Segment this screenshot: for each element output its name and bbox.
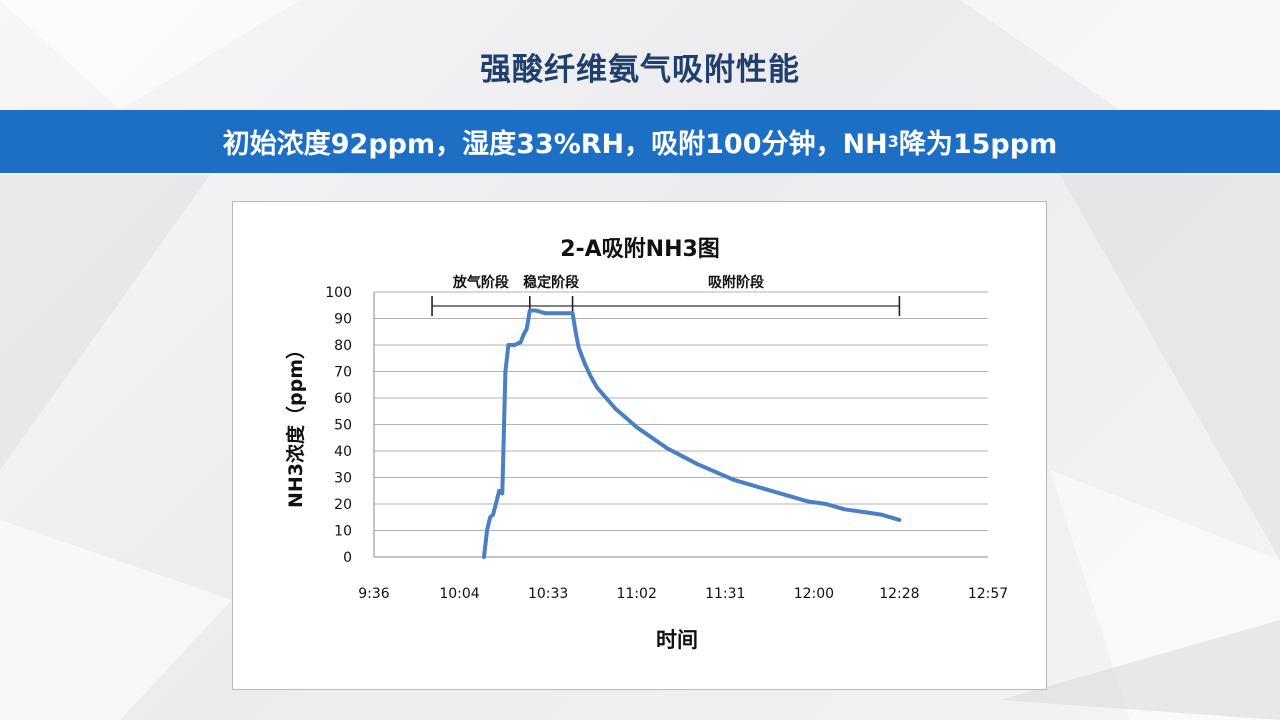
y-axis-label: NH3浓度（ppm） xyxy=(284,340,307,508)
y-tick-label: 100 xyxy=(325,285,352,301)
banner-text-pre: 初始浓度92ppm，湿度33%RH，吸附100分钟，NH xyxy=(222,129,888,160)
x-tick-label: 12:00 xyxy=(794,586,834,602)
x-tick-label: 9:36 xyxy=(358,586,390,602)
y-tick-label: 70 xyxy=(334,365,352,381)
y-tick-label: 10 xyxy=(334,524,352,540)
x-tick-label: 12:57 xyxy=(968,586,1008,602)
y-tick-label: 0 xyxy=(343,550,352,566)
phase-label: 稳定阶段 xyxy=(523,274,579,291)
chart-frame: 0 10 20 30 40 50 60 70 80 90 100 9:36 10:04 10:33 11:0… xyxy=(232,201,1047,690)
x-tick-label: 10:33 xyxy=(528,586,568,602)
banner-text-post: 降为15ppm xyxy=(898,129,1058,160)
x-axis-label: 时间 xyxy=(656,628,698,652)
series-line xyxy=(482,308,902,559)
x-tick-label: 11:31 xyxy=(705,586,745,602)
y-tick-label: 20 xyxy=(334,497,352,513)
summary-banner: 初始浓度92ppm，湿度33%RH，吸附100分钟，NH 3 降为15ppm xyxy=(0,110,1280,173)
nh3-adsorption-chart: 0 10 20 30 40 50 60 70 80 90 100 9:36 10:04 10:33 11:0… xyxy=(284,236,1008,652)
x-tick-label: 10:04 xyxy=(439,586,479,602)
chart-title: 2-A吸附NH3图 xyxy=(560,236,720,262)
x-tick-label: 11:02 xyxy=(617,586,657,602)
phase-label: 放气阶段 xyxy=(452,274,509,291)
phase-label: 吸附阶段 xyxy=(708,274,764,291)
y-tick-label: 60 xyxy=(334,391,352,407)
x-tick-label: 12:28 xyxy=(879,586,919,602)
y-tick-label: 40 xyxy=(334,444,352,460)
y-tick-label: 30 xyxy=(334,471,352,487)
y-tick-label: 50 xyxy=(334,418,352,434)
slide-title: 强酸纤维氨气吸附性能 xyxy=(480,52,800,88)
banner-subscript: 3 xyxy=(887,132,899,151)
y-tick-label: 90 xyxy=(334,312,352,328)
y-tick-label: 80 xyxy=(334,338,352,354)
